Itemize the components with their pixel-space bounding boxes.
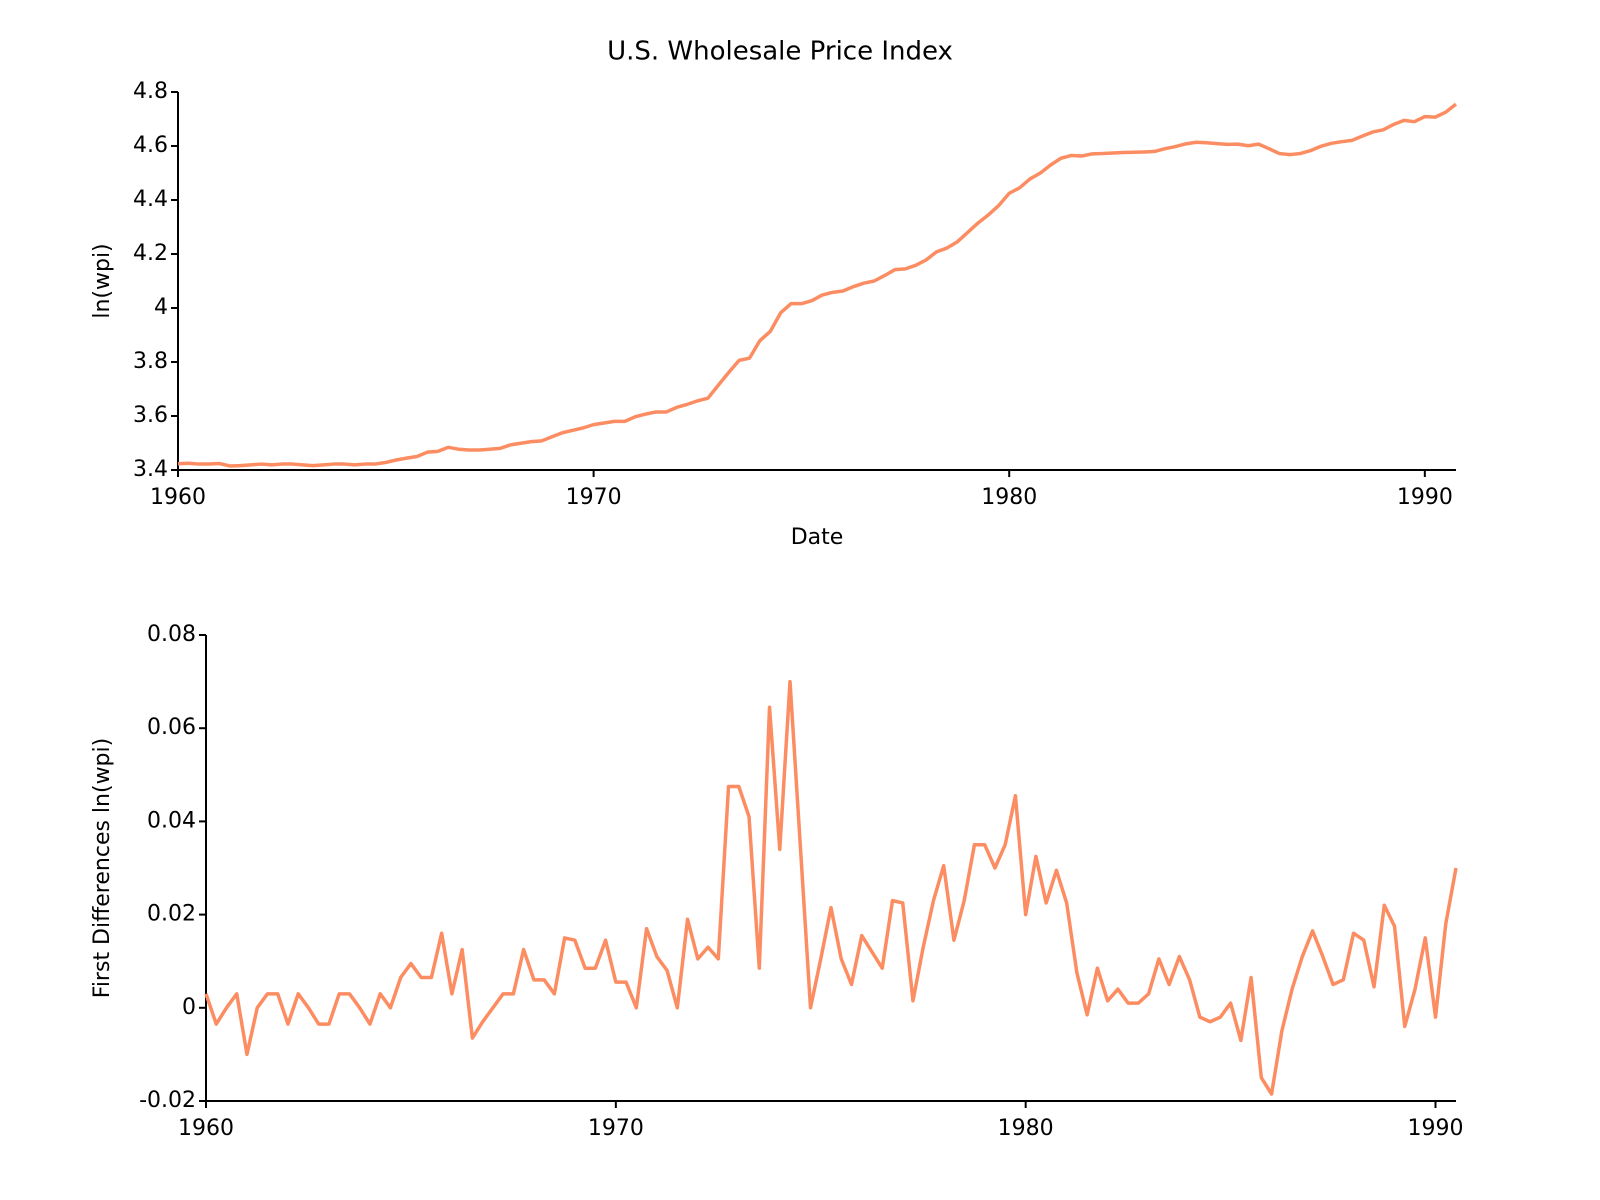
y-tick-label: 4.2 [133, 241, 168, 266]
x-axis-label: Date [791, 525, 844, 550]
y-tick-label: 0.04 [147, 808, 196, 833]
y-axis-label: ln(wpi) [90, 243, 115, 318]
y-tick-label: 3.4 [133, 457, 168, 482]
chart-title: U.S. Wholesale Price Index [607, 37, 953, 67]
y-tick-label: 0.06 [147, 715, 196, 740]
x-tick-label: 1960 [150, 485, 206, 510]
data-line [204, 679, 1458, 1096]
y-tick-label: -0.02 [139, 1088, 196, 1113]
y-tick-label: 3.6 [133, 403, 168, 428]
data-line [177, 102, 1458, 468]
y-tick-label: 0.08 [147, 622, 196, 647]
x-tick-label: 1970 [588, 1116, 644, 1141]
x-tick-label: 1980 [998, 1116, 1054, 1141]
y-tick-label: 3.8 [133, 349, 168, 374]
x-tick-label: 1990 [1397, 485, 1453, 510]
y-tick-label: 4.8 [133, 79, 168, 104]
x-tick-label: 1960 [178, 1116, 234, 1141]
x-tick-label: 1980 [981, 485, 1037, 510]
y-tick-label: 0 [182, 995, 196, 1020]
y-tick-label: 0.02 [147, 902, 196, 927]
y-axis-label: First Differences ln(wpi) [90, 738, 115, 998]
x-tick-label: 1970 [566, 485, 622, 510]
x-tick-label: 1990 [1408, 1116, 1464, 1141]
y-tick-label: 4.6 [133, 133, 168, 158]
y-tick-label: 4.4 [133, 187, 168, 212]
y-tick-label: 4 [154, 295, 168, 320]
